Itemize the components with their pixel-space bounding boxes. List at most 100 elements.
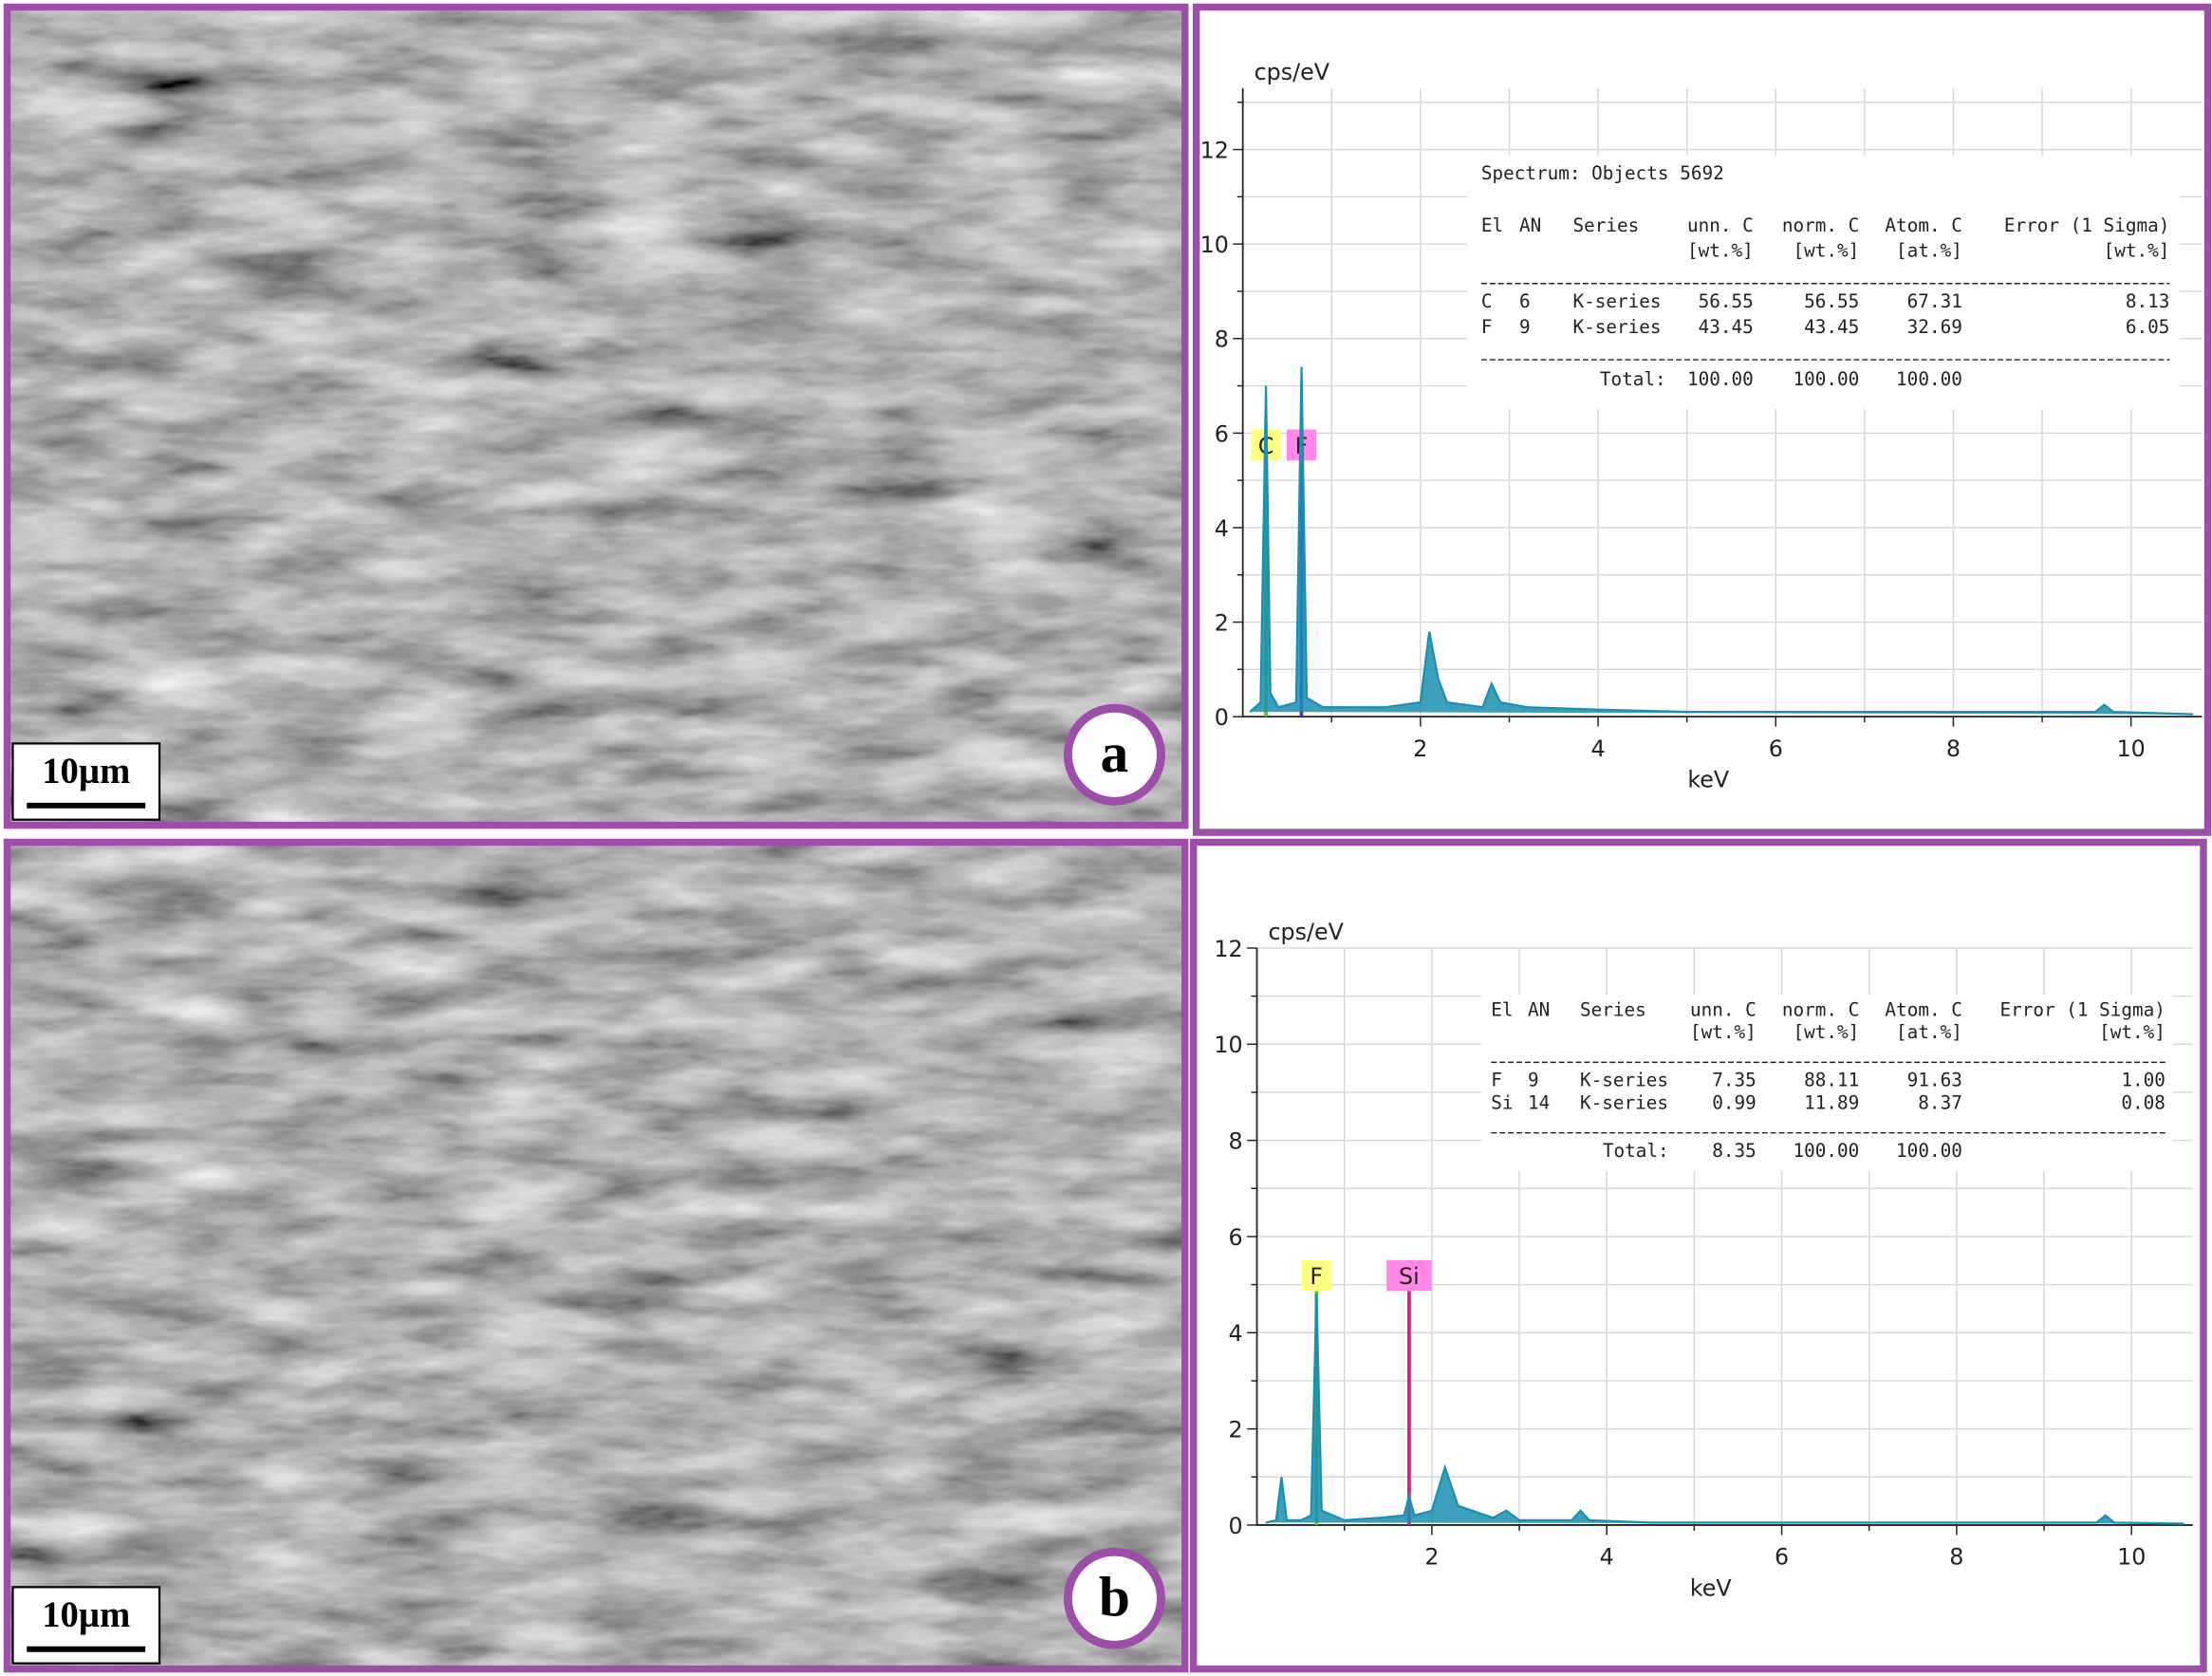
table-header: AN	[1528, 998, 1550, 1020]
y-tick-label: 12	[1200, 137, 1229, 163]
table-total: 8.35	[1712, 1140, 1757, 1162]
x-tick-label: 6	[1775, 1544, 1789, 1571]
image-border	[3, 3, 1189, 829]
table-cell: 88.11	[1804, 1070, 1859, 1091]
table-unit: [wt.%]	[1794, 1021, 1860, 1043]
table-background	[1480, 995, 2173, 1171]
spectrum-line	[1249, 366, 2194, 716]
spectrum-panel	[1189, 838, 2207, 1673]
table-cell: K-series	[1580, 1070, 1668, 1091]
y-tick-label: 2	[1229, 1417, 1243, 1443]
table-cell: 9	[1519, 316, 1531, 338]
table-cell: 91.63	[1907, 1070, 1962, 1091]
panel-label-ring	[1063, 1547, 1165, 1649]
x-axis-label: keV	[1687, 766, 1730, 792]
table-unit: [at.%]	[1896, 1021, 1962, 1043]
x-tick-label: 2	[1424, 1544, 1439, 1571]
table-background	[1467, 155, 2180, 410]
table-cell: C	[1481, 290, 1493, 312]
y-axis-label: cps/eV	[1255, 59, 1330, 85]
table-title: Spectrum: Objects 5692	[1481, 162, 1724, 184]
table-header: Series	[1573, 214, 1640, 236]
panels: 10µma246810024681012cps/eVkeVCFSpectrum:…	[3, 3, 2212, 1673]
table-cell: 43.45	[1699, 316, 1754, 338]
panel-label-ring	[1063, 703, 1165, 806]
y-tick-label: 6	[1215, 420, 1229, 447]
table-unit: [wt.%]	[1794, 240, 1860, 262]
table-cell: 56.55	[1804, 290, 1859, 312]
table-cell: 67.31	[1907, 290, 1962, 312]
x-axis-label: keV	[1690, 1574, 1733, 1601]
table-header: unn. C	[1690, 998, 1757, 1020]
peak-label-box	[1386, 1259, 1432, 1292]
table-header: El	[1481, 214, 1503, 236]
spectrum-line	[1265, 1294, 2184, 1525]
table-cell: K-series	[1573, 290, 1662, 312]
y-tick-label: 0	[1229, 1513, 1243, 1539]
table-cell: 11.89	[1804, 1091, 1859, 1113]
sem-image	[7, 842, 1185, 1669]
y-tick-label: 2	[1215, 609, 1229, 636]
scale-bar-label: 10µm	[42, 752, 130, 791]
table-header: norm. C	[1782, 998, 1859, 1020]
table-total: 100.00	[1794, 368, 1860, 390]
table-cell: 32.69	[1907, 316, 1962, 338]
y-tick-label: 4	[1215, 515, 1229, 542]
table-header: Error (1 Sigma)	[2004, 214, 2169, 236]
table-cell: K-series	[1580, 1091, 1668, 1113]
table-cell: 0.08	[2121, 1091, 2166, 1113]
table-cell: F	[1481, 316, 1493, 338]
y-axis-label: cps/eV	[1268, 919, 1344, 945]
table-unit: [wt.%]	[2104, 240, 2170, 262]
table-total: 100.00	[1896, 1140, 1962, 1162]
peak-label: F	[1310, 1263, 1323, 1290]
y-tick-label: 8	[1215, 326, 1229, 353]
table-cell: 8.37	[1918, 1091, 1962, 1113]
y-tick-label: 10	[1214, 1032, 1242, 1058]
table-cell: 14	[1528, 1091, 1550, 1113]
table-header: Atom. C	[1885, 214, 1961, 236]
scale-bar-label: 10µm	[42, 1595, 130, 1635]
y-tick-label: 10	[1200, 232, 1229, 258]
y-tick-label: 6	[1229, 1224, 1243, 1251]
x-tick-label: 4	[1591, 736, 1606, 762]
table-cell: 8.13	[2126, 290, 2170, 312]
table-header: unn. C	[1687, 214, 1754, 236]
table-header: El	[1491, 998, 1513, 1020]
table-cell: Si	[1491, 1091, 1513, 1113]
y-tick-label: 4	[1229, 1320, 1243, 1347]
y-tick-label: 0	[1215, 704, 1229, 731]
table-cell: 56.55	[1699, 290, 1754, 312]
x-tick-label: 6	[1769, 736, 1783, 762]
sem-image	[7, 7, 1185, 826]
table-header: Atom. C	[1885, 998, 1961, 1020]
table-cell: 43.45	[1804, 316, 1859, 338]
table-total: 100.00	[1896, 368, 1962, 390]
panel-label: b	[1099, 1565, 1130, 1628]
table-cell: 0.99	[1712, 1091, 1757, 1113]
table-unit: [wt.%]	[1687, 240, 1754, 262]
panel-label: a	[1101, 721, 1129, 784]
table-header: norm. C	[1782, 214, 1859, 236]
table-cell: 1.00	[2121, 1070, 2166, 1091]
table-header: Series	[1580, 998, 1646, 1020]
table-unit: [at.%]	[1896, 240, 1962, 262]
table-header: AN	[1519, 214, 1541, 236]
table-cell: K-series	[1573, 316, 1662, 338]
spectrum-panel	[1192, 3, 2212, 836]
peak-label: Si	[1399, 1263, 1420, 1290]
y-tick-label: 12	[1214, 936, 1242, 962]
table-cell: 6	[1519, 290, 1531, 312]
table-cell: 6.05	[2126, 316, 2170, 338]
table-cell: 9	[1528, 1070, 1539, 1091]
x-tick-label: 8	[1949, 1544, 1963, 1571]
x-tick-label: 10	[2117, 1544, 2146, 1571]
table-total: 100.00	[1687, 368, 1754, 390]
x-tick-label: 8	[1946, 736, 1961, 762]
table-unit: [wt.%]	[2099, 1021, 2166, 1043]
x-tick-label: 10	[2117, 736, 2146, 762]
image-border	[3, 838, 1189, 1673]
table-cell: F	[1491, 1070, 1502, 1091]
table-total-label: Total:	[1600, 368, 1666, 390]
